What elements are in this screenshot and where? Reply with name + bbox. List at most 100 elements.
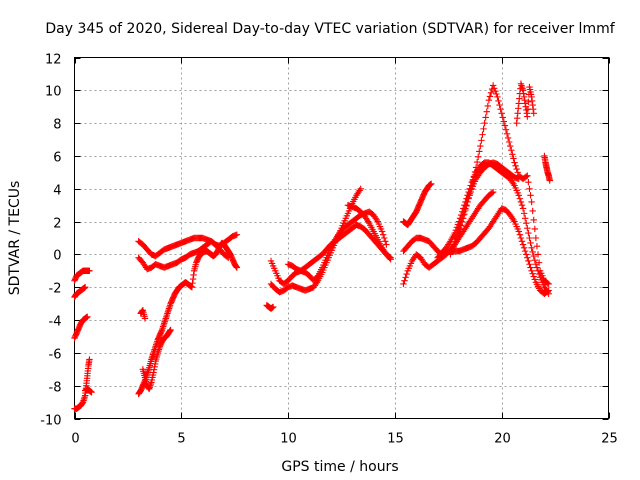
series-arc8: [137, 307, 149, 322]
x-tick-label: 15: [387, 432, 404, 447]
data-point: [514, 169, 521, 176]
data-point: [526, 185, 533, 192]
data-point: [456, 221, 464, 229]
data-point: [545, 290, 552, 297]
series-arc16: [400, 180, 435, 229]
series-arc2: [71, 284, 89, 301]
chart-title: Day 345 of 2020, Sidereal Day-to-day VTE…: [45, 21, 615, 37]
data-point: [532, 234, 540, 242]
data-point: [486, 93, 494, 100]
y-tick-label: 6: [53, 151, 61, 166]
data-point: [545, 280, 552, 288]
x-axis-label: GPS time / hours: [281, 459, 398, 475]
data-point: [88, 389, 95, 396]
data-point: [458, 215, 466, 222]
data-point: [357, 185, 364, 192]
data-point: [507, 142, 514, 150]
series-arc22: [513, 80, 537, 127]
data-point: [529, 207, 536, 215]
data-point: [487, 89, 495, 96]
data-point: [530, 252, 537, 260]
data-point: [428, 180, 435, 188]
data-point: [532, 261, 540, 268]
data-point: [233, 231, 241, 238]
y-tick-label: -8: [49, 381, 62, 396]
data-point: [269, 303, 277, 311]
data-point: [491, 85, 498, 92]
series-arc20: [447, 82, 552, 288]
data-point: [464, 198, 471, 206]
data-point: [527, 264, 534, 271]
series-arc14: [284, 221, 394, 275]
data-point: [509, 151, 516, 158]
data-point: [525, 229, 532, 237]
data-point: [481, 119, 488, 127]
y-tick-label: 2: [53, 217, 61, 232]
data-point: [500, 118, 508, 125]
y-tick-label: -10: [40, 414, 61, 429]
data-point: [521, 215, 529, 222]
data-point: [519, 241, 527, 248]
y-tick-label: -2: [49, 282, 62, 297]
data-point: [530, 216, 537, 224]
data-point: [518, 238, 526, 245]
data-point: [488, 189, 496, 197]
y-tick-label: 10: [45, 85, 62, 100]
data-point: [86, 356, 93, 363]
data-point: [401, 277, 408, 284]
data-point: [503, 130, 511, 138]
data-point: [528, 198, 535, 206]
data-point: [517, 234, 525, 242]
data-point: [378, 228, 386, 235]
data-point: [460, 211, 467, 219]
data-point: [482, 114, 489, 121]
series-arc18: [400, 205, 552, 297]
data-point: [525, 257, 532, 265]
data-point: [527, 239, 534, 247]
data-point: [489, 188, 497, 196]
series-arc13: [267, 185, 364, 296]
data-point: [504, 134, 512, 142]
data-point: [535, 259, 543, 266]
y-axis-label: SDTVAR / TECUs: [7, 181, 23, 296]
data-point: [167, 326, 174, 334]
data-point: [530, 110, 537, 117]
data-point: [534, 251, 542, 258]
data-point: [477, 142, 484, 150]
data-point: [526, 261, 533, 268]
data-point: [520, 210, 528, 217]
data-point: [524, 105, 532, 113]
data-point: [495, 97, 502, 105]
data-point: [484, 102, 492, 110]
data-point: [462, 205, 469, 212]
data-point: [529, 270, 536, 277]
data-point: [485, 96, 493, 104]
data-point: [475, 153, 482, 160]
data-point: [501, 122, 509, 129]
data-point: [529, 248, 536, 256]
data-point: [518, 201, 526, 209]
data-point: [224, 253, 231, 261]
data-point: [525, 98, 532, 106]
data-point: [84, 313, 91, 320]
data-point: [479, 131, 486, 138]
series-arc1: [71, 267, 93, 284]
data-point: [523, 251, 530, 258]
series-arc4: [71, 356, 93, 412]
data-point: [544, 279, 551, 287]
data-point: [520, 244, 528, 252]
data-point: [499, 114, 506, 121]
data-point: [472, 164, 480, 171]
x-tick-label: 25: [601, 432, 618, 447]
data-point: [528, 244, 535, 252]
data-point: [531, 225, 539, 233]
data-point: [515, 228, 522, 235]
data-point: [467, 188, 474, 196]
data-point: [400, 280, 407, 288]
data-point: [452, 238, 459, 245]
data-point: [519, 205, 527, 212]
data-point: [387, 256, 394, 263]
x-tick-label: 0: [71, 432, 79, 447]
data-point: [403, 270, 410, 278]
data-point: [483, 108, 490, 115]
